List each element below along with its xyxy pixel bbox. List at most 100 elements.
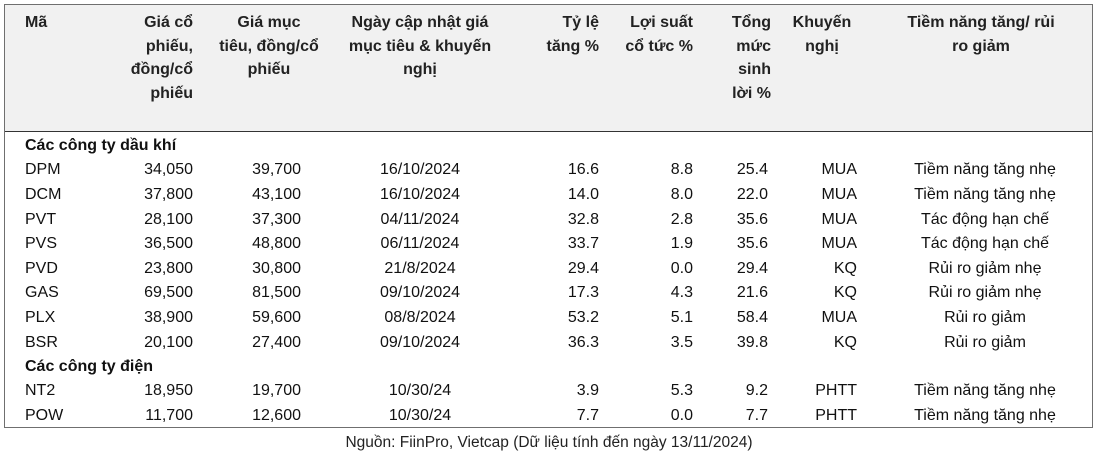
- cell-ma: PVT: [25, 210, 57, 228]
- header-tiem-nang: Tiềm năng tăng/ rủi ro giảm: [907, 14, 1055, 55]
- table-row: PVD 23,800 30,800 21/8/2024 29.4 0.0 29.4 KQ Rủi…: [5, 257, 1092, 282]
- cell-tong-muc: 21.6: [736, 284, 768, 302]
- cell-gia-co-phieu: 23,800: [144, 259, 193, 277]
- cell-ma: NT2: [25, 382, 56, 400]
- cell-gia-co-phieu: 36,500: [144, 235, 193, 253]
- cell-loi-suat: 8.0: [670, 185, 693, 203]
- cell-gia-muc-tieu: 19,700: [252, 382, 301, 400]
- source-note: Nguồn: FiinPro, Vietcap (Dữ liệu tính đế…: [345, 434, 753, 451]
- cell-loi-suat: 5.3: [670, 382, 693, 400]
- cell-gia-muc-tieu: 37,300: [252, 210, 301, 228]
- cell-gia-muc-tieu: 48,800: [252, 235, 301, 253]
- cell-gia-co-phieu: 18,950: [144, 382, 193, 400]
- cell-ngay-cap-nhat: 09/10/2024: [379, 284, 461, 302]
- table-row: PLX 38,900 59,600 08/8/2024 53.2 5.1 58.4 MUA Rủ…: [5, 306, 1092, 331]
- cell-khuyen-nghi: MUA: [821, 308, 857, 326]
- cell-ngay-cap-nhat: 10/30/24: [388, 407, 452, 424]
- cell-tong-muc: 39.8: [736, 333, 768, 351]
- table-row: GAS 69,500 81,500 09/10/2024 17.3 4.3 21.6 KQ Rủ…: [5, 281, 1092, 306]
- cell-gia-muc-tieu: 81,500: [252, 284, 301, 302]
- cell-gia-co-phieu: 38,900: [144, 308, 193, 326]
- cell-ma: DCM: [25, 185, 62, 203]
- header-gia-muc-tieu: Giá mục tiêu, đồng/cổ phiếu: [219, 14, 319, 78]
- table-row: PVS 36,500 48,800 06/11/2024 33.7 1.9 35.6 MUA T…: [5, 232, 1092, 257]
- cell-tong-muc: 29.4: [736, 259, 768, 277]
- cell-ma: GAS: [25, 284, 59, 302]
- cell-ma: PLX: [25, 308, 56, 326]
- cell-gia-co-phieu: 34,050: [144, 161, 193, 179]
- group-title: Các công ty dầu khí: [5, 134, 1092, 158]
- cell-ty-le-tang: 14.0: [567, 185, 599, 203]
- cell-gia-muc-tieu: 30,800: [252, 259, 301, 277]
- cell-gia-co-phieu: 37,800: [144, 185, 193, 203]
- cell-gia-muc-tieu: 27,400: [252, 333, 301, 351]
- cell-tong-muc: 35.6: [736, 210, 768, 228]
- cell-tiem-nang: Rủi ro giảm: [944, 308, 1026, 326]
- cell-tong-muc: 22.0: [736, 185, 768, 203]
- cell-ma: POW: [25, 407, 64, 424]
- cell-gia-muc-tieu: 59,600: [252, 308, 301, 326]
- cell-ngay-cap-nhat: 09/10/2024: [379, 333, 461, 351]
- cell-ty-le-tang: 53.2: [567, 308, 599, 326]
- header-ngay-cap-nhat: Ngày cập nhật giá mục tiêu & khuyến nghị: [348, 14, 492, 78]
- cell-ty-le-tang: 36.3: [567, 333, 599, 351]
- cell-loi-suat: 8.8: [670, 161, 693, 179]
- cell-khuyen-nghi: MUA: [821, 185, 857, 203]
- cell-loi-suat: 0.0: [670, 407, 693, 424]
- cell-tiem-nang: Tiềm năng tăng nhẹ: [914, 407, 1056, 424]
- cell-ma: PVD: [25, 259, 58, 277]
- cell-tong-muc: 25.4: [736, 161, 768, 179]
- cell-khuyen-nghi: KQ: [833, 259, 857, 277]
- cell-loi-suat: 0.0: [670, 259, 693, 277]
- cell-khuyen-nghi: KQ: [833, 333, 857, 351]
- cell-loi-suat: 3.5: [670, 333, 693, 351]
- cell-gia-muc-tieu: 12,600: [252, 407, 301, 424]
- cell-khuyen-nghi: PHTT: [815, 407, 857, 424]
- cell-ngay-cap-nhat: 10/30/24: [388, 382, 452, 400]
- cell-loi-suat: 4.3: [670, 284, 693, 302]
- header-tong-muc-sinh-loi: Tổng mức sinh lời %: [731, 14, 771, 102]
- cell-tiem-nang: Tiềm năng tăng nhẹ: [914, 185, 1056, 203]
- table-row: BSR 20,100 27,400 09/10/2024 36.3 3.5 39.8 KQ Rủ…: [5, 331, 1092, 356]
- cell-gia-co-phieu: 69,500: [144, 284, 193, 302]
- cell-khuyen-nghi: KQ: [833, 284, 857, 302]
- cell-loi-suat: 1.9: [670, 235, 693, 253]
- cell-ngay-cap-nhat: 21/8/2024: [384, 259, 456, 277]
- cell-tiem-nang: Tác động hạn chế: [920, 210, 1050, 228]
- cell-khuyen-nghi: MUA: [821, 210, 857, 228]
- table-row: NT2 18,950 19,700 10/30/24 3.9 5.3 9.2 PHTT Tiềm…: [5, 379, 1092, 404]
- header-gia-co-phieu: Giá cổ phiếu, đồng/cổ phiếu: [130, 14, 193, 102]
- cell-ty-le-tang: 16.6: [567, 161, 599, 179]
- cell-gia-co-phieu: 11,700: [145, 407, 193, 424]
- table-header: Mã Giá cổ phiếu, đồng/cổ phiếu Giá mục t…: [5, 5, 1092, 132]
- group-title-text: Các công ty điện: [25, 358, 154, 376]
- cell-ngay-cap-nhat: 08/8/2024: [384, 308, 456, 326]
- cell-loi-suat: 2.8: [670, 210, 693, 228]
- header-khuyen-nghi: Khuyến nghị: [792, 14, 852, 55]
- header-loi-suat-co-tuc: Lợi suất cổ tức %: [625, 14, 693, 55]
- cell-ngay-cap-nhat: 04/11/2024: [380, 210, 460, 228]
- table-row: PVT 28,100 37,300 04/11/2024 32.8 2.8 35.6 MUA T…: [5, 208, 1092, 233]
- cell-ngay-cap-nhat: 16/10/2024: [379, 161, 461, 179]
- cell-khuyen-nghi: MUA: [821, 161, 857, 179]
- cell-gia-muc-tieu: 43,100: [252, 185, 301, 203]
- cell-gia-muc-tieu: 39,700: [252, 161, 301, 179]
- cell-tiem-nang: Rủi ro giảm nhẹ: [928, 284, 1042, 302]
- cell-tong-muc: 58.4: [736, 308, 768, 326]
- group-title-text: Các công ty dầu khí: [25, 137, 177, 154]
- cell-ty-le-tang: 33.7: [567, 235, 599, 253]
- cell-tiem-nang: Tiềm năng tăng nhẹ: [914, 161, 1056, 179]
- cell-tiem-nang: Rủi ro giảm: [944, 333, 1026, 351]
- cell-gia-co-phieu: 28,100: [144, 210, 193, 228]
- cell-ty-le-tang: 17.3: [567, 284, 599, 302]
- cell-khuyen-nghi: PHTT: [815, 382, 857, 400]
- cell-ty-le-tang: 29.4: [567, 259, 599, 277]
- table-row: DCM 37,800 43,100 16/10/2024 14.0 8.0 22.0 MUA T…: [5, 183, 1092, 208]
- table-row: POW 11,700 12,600 10/30/24 7.7 0.0 7.7 PHTT Tiềm…: [5, 404, 1092, 429]
- cell-tiem-nang: Tiềm năng tăng nhẹ: [914, 382, 1056, 400]
- cell-loi-suat: 5.1: [670, 308, 693, 326]
- cell-ty-le-tang: 32.8: [567, 210, 599, 228]
- stock-table: Mã Giá cổ phiếu, đồng/cổ phiếu Giá mục t…: [4, 4, 1093, 428]
- cell-tong-muc: 9.2: [745, 382, 768, 400]
